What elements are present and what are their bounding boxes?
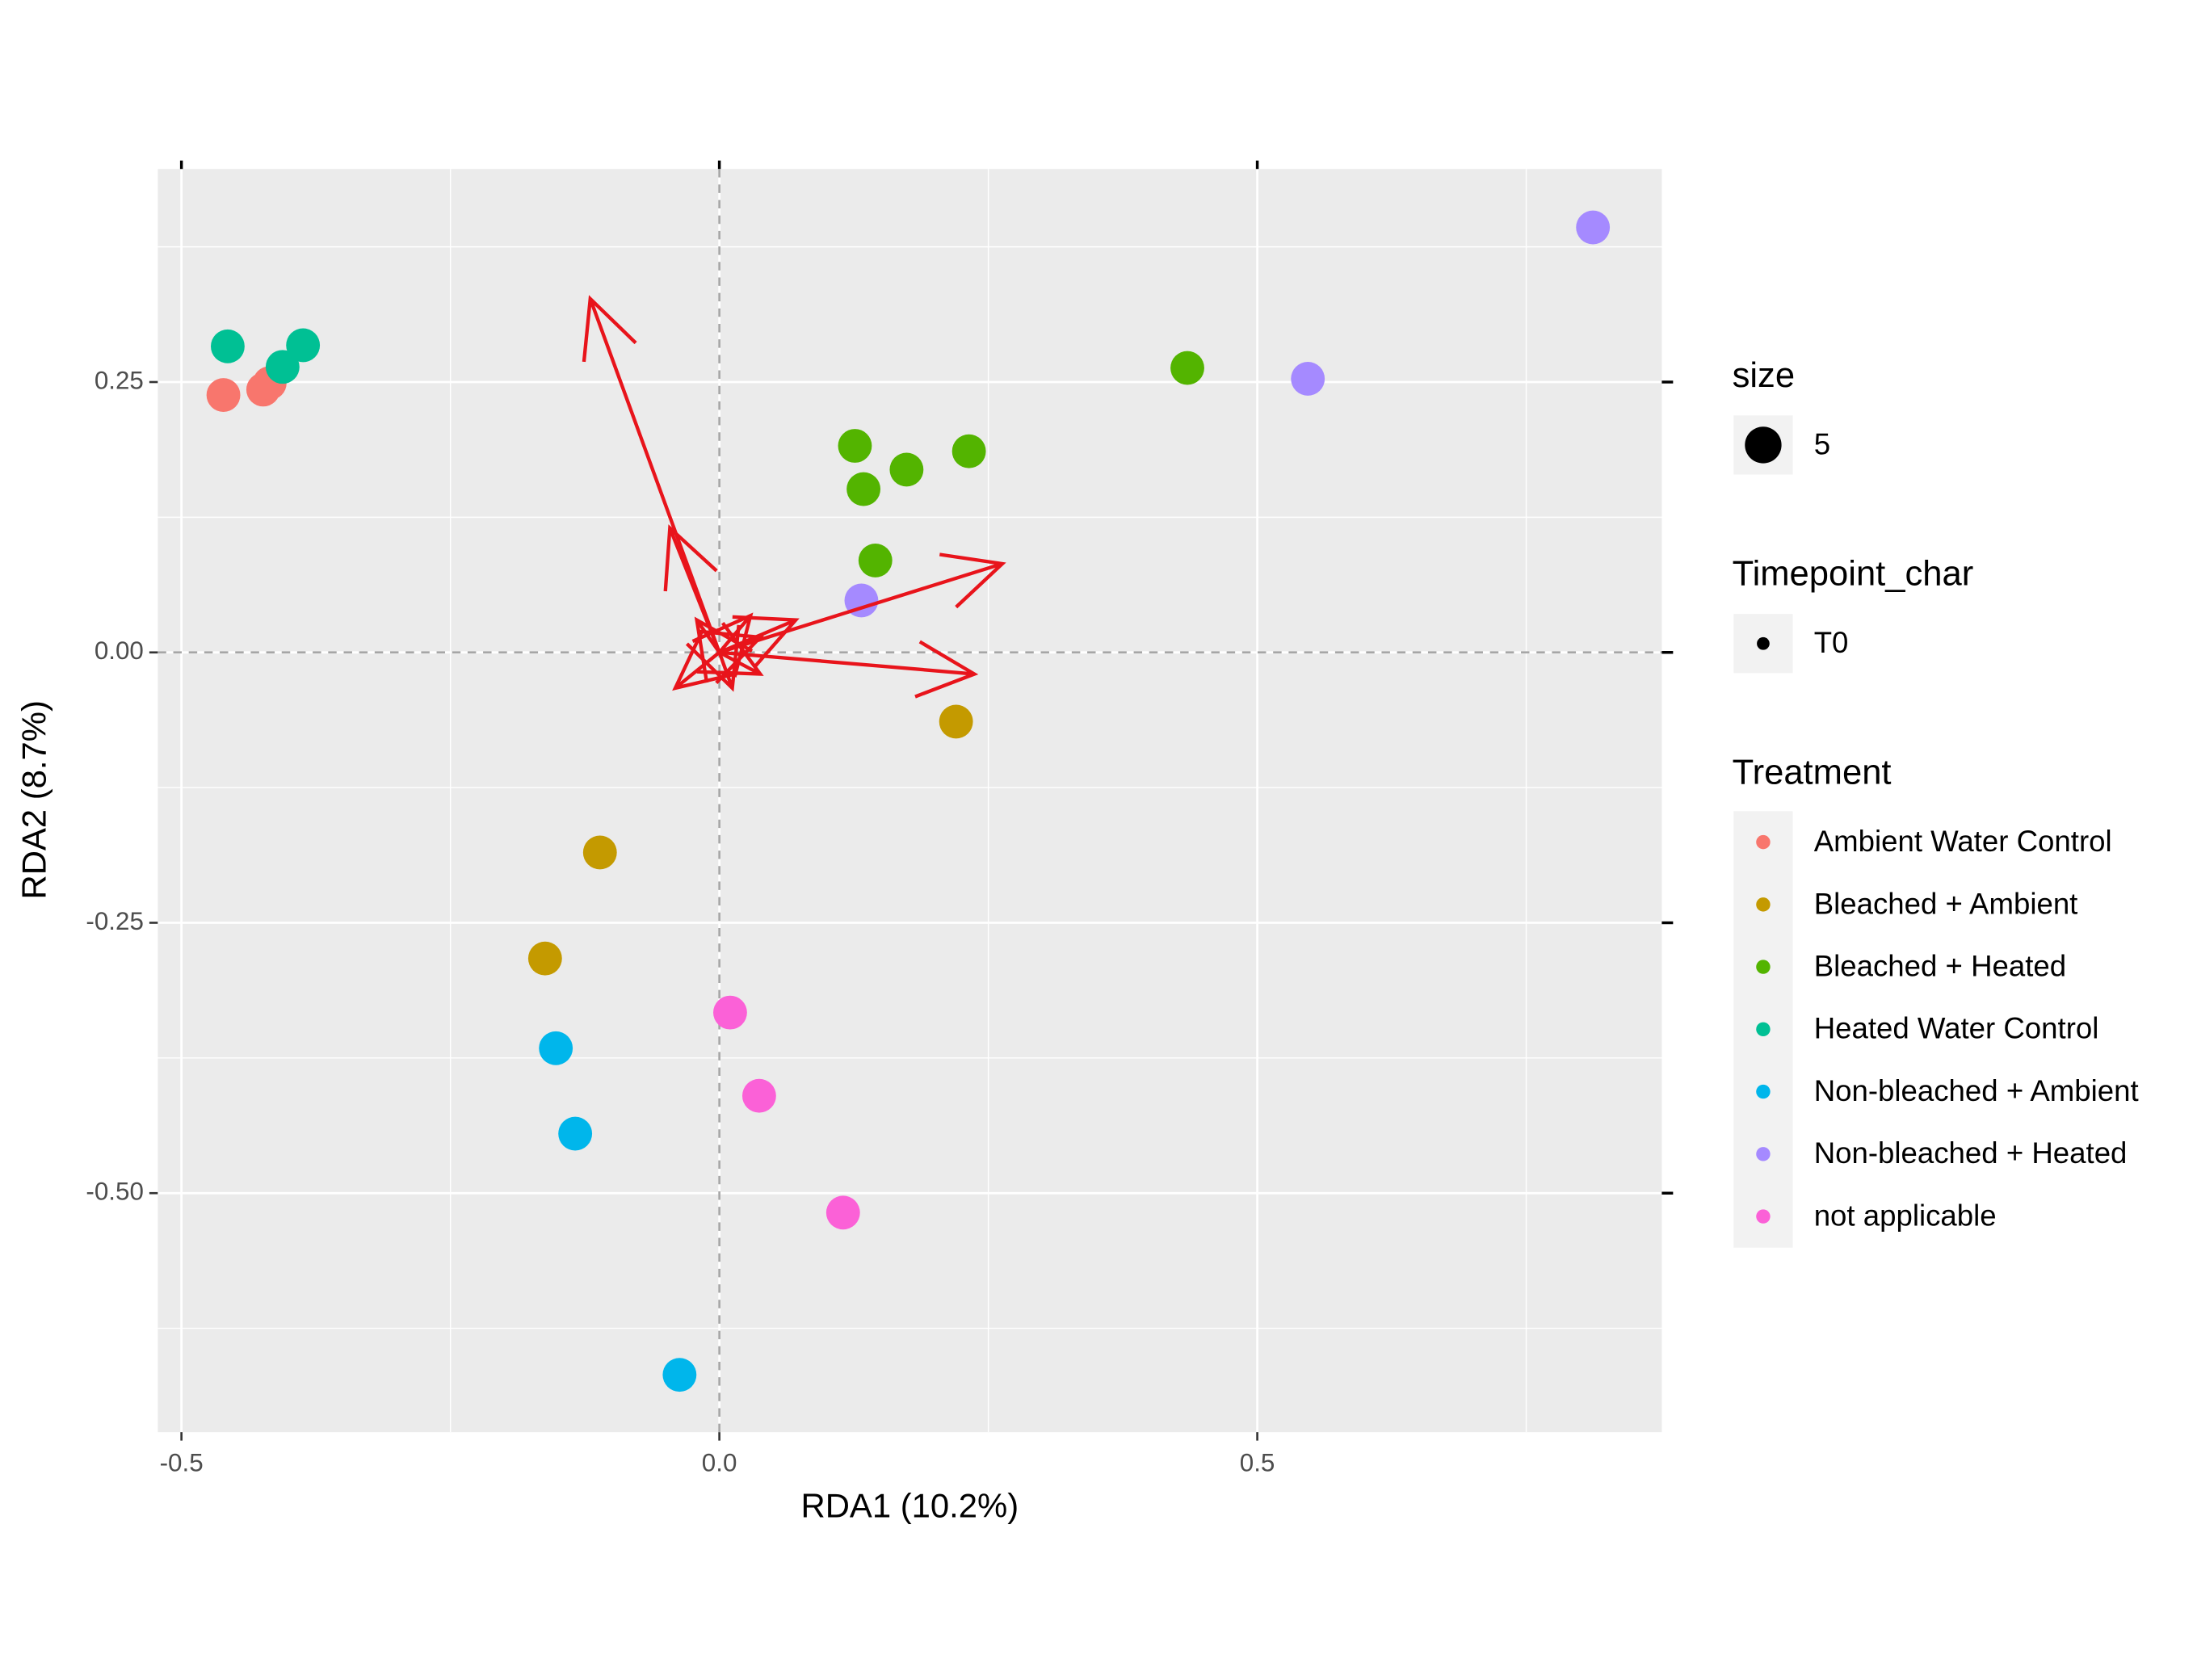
point — [951, 434, 986, 468]
legend-dot — [1756, 834, 1771, 850]
y-tick-label: 0.25 — [95, 366, 144, 394]
legend-label: not applicable — [1814, 1199, 1997, 1232]
legend-label: Bleached + Ambient — [1814, 887, 2078, 920]
point — [1576, 210, 1611, 245]
biplot-arrow — [696, 622, 764, 676]
y-tick-label: -0.25 — [86, 907, 144, 935]
point — [210, 329, 245, 363]
legend-size-dot — [1745, 426, 1782, 464]
x-tick-label: 0.0 — [702, 1449, 737, 1477]
legend-title: Timepoint_char — [1733, 555, 1974, 594]
point — [662, 1358, 697, 1392]
legend-dot — [1756, 1022, 1771, 1037]
biplot-arrow — [582, 295, 721, 653]
point — [838, 429, 872, 463]
point — [1170, 351, 1204, 385]
legend-label: T0 — [1814, 626, 1849, 659]
legend-label: Heated Water Control — [1814, 1012, 2099, 1045]
point — [527, 941, 562, 976]
x-axis-title: RDA1 (10.2%) — [801, 1486, 1019, 1524]
legend-label: Bleached + Heated — [1814, 950, 2066, 983]
point — [558, 1116, 593, 1151]
x-tick-label: 0.5 — [1240, 1449, 1275, 1477]
legend-dot — [1756, 897, 1771, 912]
y-tick-label: -0.50 — [86, 1178, 144, 1206]
legend-dot — [1756, 960, 1771, 974]
point — [939, 704, 973, 739]
point — [858, 544, 893, 578]
point — [713, 995, 747, 1030]
point — [265, 350, 300, 384]
legend-label: Non-bleached + Heated — [1814, 1136, 2128, 1170]
point — [286, 328, 321, 363]
legend-dot — [1756, 1209, 1771, 1224]
legend-dot — [1757, 636, 1770, 650]
y-tick-label: 0.00 — [95, 636, 144, 665]
legend-dot — [1756, 1084, 1771, 1099]
y-axis-title: RDA2 (8.7%) — [15, 700, 53, 899]
point — [846, 472, 881, 506]
legend-dot — [1756, 1147, 1771, 1161]
point — [825, 1195, 860, 1230]
legend-title: Treatment — [1733, 753, 1892, 792]
point — [889, 452, 924, 487]
biplot-arrow — [718, 552, 1006, 654]
legend-title: size — [1733, 356, 1796, 395]
x-tick-label: -0.5 — [160, 1449, 204, 1477]
point — [206, 378, 241, 412]
legend-label: 5 — [1814, 427, 1830, 460]
point — [582, 835, 617, 870]
legend-label: Ambient Water Control — [1814, 825, 2112, 858]
point — [539, 1031, 573, 1065]
panel — [158, 169, 1662, 1433]
point — [741, 1078, 776, 1113]
point — [1291, 362, 1325, 396]
legend-label: Non-bleached + Ambient — [1814, 1074, 2139, 1107]
